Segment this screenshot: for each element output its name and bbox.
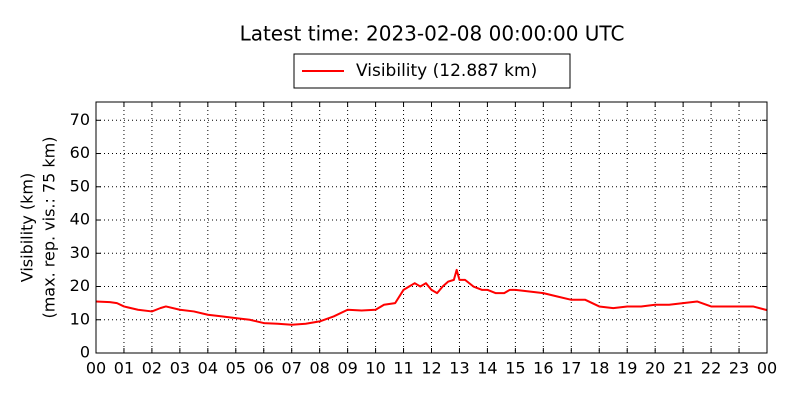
data-line — [95, 268, 768, 326]
plot-frame — [95, 101, 768, 354]
x-tick-label: 19 — [617, 359, 637, 378]
y-tick-label: 0 — [80, 343, 90, 362]
x-tick-label: 08 — [309, 359, 329, 378]
x-tick-label: 09 — [337, 359, 357, 378]
x-tick-label: 20 — [645, 359, 665, 378]
x-tick-label: 16 — [533, 359, 553, 378]
x-tick-label: 21 — [673, 359, 693, 378]
y-tick-label: 30 — [70, 243, 90, 262]
x-tick-label: 18 — [589, 359, 609, 378]
x-tick-label: 06 — [254, 359, 274, 378]
y-tick-label: 40 — [70, 210, 90, 229]
y-axis-label: (max. rep. vis.: 75 km) — [40, 136, 59, 318]
x-tick-label: 23 — [729, 359, 749, 378]
chart-title: Latest time: 2023-02-08 00:00:00 UTC — [240, 22, 625, 46]
x-tick-label: 07 — [282, 359, 302, 378]
y-tick-label: 70 — [70, 110, 90, 129]
x-tick-label: 17 — [561, 359, 581, 378]
legend-label: Visibility (12.887 km) — [356, 61, 537, 81]
x-tick-label: 11 — [393, 359, 413, 378]
x-tick-label: 05 — [226, 359, 246, 378]
x-tick-label: 13 — [449, 359, 469, 378]
x-tick-label: 12 — [421, 359, 441, 378]
x-tick-label: 00 — [757, 359, 777, 378]
y-tick-label: 60 — [70, 143, 90, 162]
y-tick-label: 50 — [70, 176, 90, 195]
x-tick-label: 15 — [505, 359, 525, 378]
x-tick-label: 04 — [198, 359, 218, 378]
y-tick-label: 10 — [70, 309, 90, 328]
y-tick-label: 20 — [70, 276, 90, 295]
x-tick-label: 14 — [477, 359, 497, 378]
y-axis-label: Visibility (km) — [18, 173, 37, 282]
x-tick-label: 10 — [365, 359, 385, 378]
x-tick-label: 02 — [142, 359, 162, 378]
x-tick-label: 00 — [86, 359, 106, 378]
x-tick-label: 22 — [701, 359, 721, 378]
x-tick-label: 03 — [170, 359, 190, 378]
x-tick-label: 01 — [114, 359, 134, 378]
